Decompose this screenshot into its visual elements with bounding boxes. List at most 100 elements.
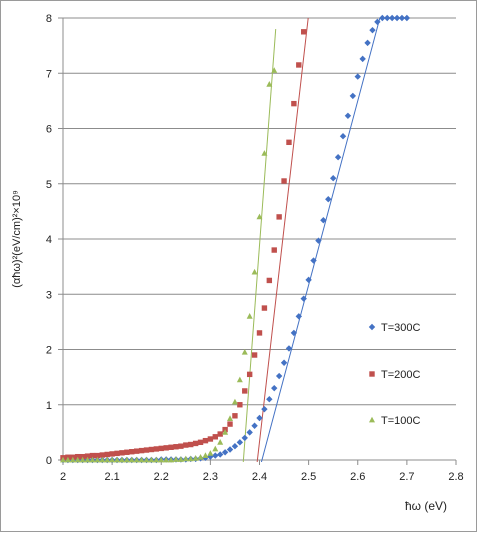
- data-point: [301, 29, 307, 35]
- data-point: [266, 277, 273, 284]
- data-point: [246, 429, 253, 436]
- data-point: [89, 456, 96, 463]
- data-point: [129, 449, 135, 455]
- data-point: [153, 456, 160, 463]
- data-point: [114, 456, 121, 463]
- data-point: [290, 329, 298, 337]
- data-point: [241, 434, 248, 442]
- data-point: [192, 440, 199, 447]
- data-point: [251, 268, 258, 275]
- data-point: [69, 456, 76, 463]
- data-point: [74, 456, 81, 463]
- data-point: [143, 447, 150, 453]
- data-point: [334, 154, 342, 161]
- data-point: [226, 446, 234, 453]
- y-tick-label: 4: [46, 234, 52, 246]
- fit-line-1: [260, 18, 381, 462]
- x-tick-label: 2.8: [448, 471, 463, 483]
- data-point: [261, 305, 268, 311]
- data-point: [197, 439, 204, 446]
- data-point: [148, 446, 155, 453]
- data-point: [344, 112, 352, 119]
- data-point: [251, 352, 258, 358]
- data-point: [89, 452, 96, 459]
- x-axis-label: ħω (eV): [405, 499, 447, 513]
- data-point: [275, 372, 283, 380]
- data-point: [280, 359, 288, 366]
- data-point: [231, 398, 238, 405]
- data-point: [222, 429, 229, 435]
- data-point: [99, 456, 106, 463]
- fit-lines: [242, 18, 381, 462]
- data-point: [75, 453, 81, 460]
- data-point: [236, 376, 243, 383]
- data-point: [158, 456, 165, 463]
- data-point: [281, 178, 287, 184]
- data-point: [60, 456, 66, 463]
- legend: T=300C T=200C T=100C: [368, 322, 420, 427]
- grid: [63, 17, 456, 406]
- data-point: [291, 100, 297, 107]
- data-point: [84, 456, 91, 463]
- data-point: [104, 451, 110, 458]
- data-point: [168, 456, 175, 463]
- data-point: [128, 456, 135, 463]
- axes: 0 1 2 3 4 5 6 7 8 2 2.1 2.2 2.3 2.4 2.5 2.6 2.7 2.8: [46, 13, 464, 483]
- data-point: [163, 456, 170, 463]
- data-point: [271, 247, 277, 253]
- data-point: [310, 257, 317, 264]
- legend-label-3: T=100C: [381, 415, 420, 427]
- data-point: [148, 456, 155, 463]
- data-point: [172, 456, 179, 462]
- y-tick-label: 0: [46, 455, 52, 467]
- data-point: [266, 396, 273, 403]
- data-point: [177, 456, 184, 462]
- data-point: [285, 345, 293, 352]
- data-point: [276, 214, 282, 220]
- data-point: [158, 445, 164, 452]
- data-point: [114, 450, 120, 457]
- data-point: [359, 55, 366, 63]
- data-point: [329, 175, 337, 182]
- data-point: [138, 447, 145, 454]
- data-point: [118, 456, 125, 463]
- data-point: [64, 456, 71, 463]
- data-point: [178, 443, 184, 449]
- data-point: [232, 413, 238, 419]
- y-tick-label: 6: [46, 124, 52, 136]
- x-tick-label: 2.2: [154, 471, 169, 483]
- data-point: [207, 450, 214, 456]
- data-point: [296, 62, 302, 68]
- data-point: [192, 455, 199, 461]
- x-tick-label: 2.5: [301, 471, 316, 483]
- data-point: [261, 405, 268, 413]
- y-tick-label: 2: [46, 345, 52, 357]
- data-point: [138, 456, 145, 463]
- data-point: [354, 73, 361, 80]
- data-point: [305, 276, 312, 284]
- data-point: [315, 237, 322, 244]
- data-point: [266, 81, 273, 87]
- data-point: [320, 217, 327, 224]
- data-point: [109, 451, 115, 457]
- data-point: [212, 452, 219, 459]
- data-point: [364, 39, 371, 47]
- x-tick-label: 2.6: [350, 471, 365, 483]
- data-point: [202, 452, 209, 458]
- data-point: [325, 196, 332, 203]
- data-point: [202, 437, 209, 444]
- data-point: [256, 414, 263, 422]
- series-3-points: [60, 67, 278, 463]
- x-tick-label: 2.4: [252, 471, 267, 483]
- data-point: [256, 213, 263, 220]
- data-point: [143, 456, 150, 463]
- data-point: [163, 445, 169, 451]
- legend-marker-2: [369, 371, 375, 377]
- data-point: [168, 444, 174, 450]
- data-point: [153, 446, 160, 452]
- y-tick-label: 3: [46, 289, 52, 301]
- y-tick-label: 1: [46, 400, 52, 412]
- data-point: [246, 371, 253, 378]
- y-tick-label: 8: [46, 13, 52, 25]
